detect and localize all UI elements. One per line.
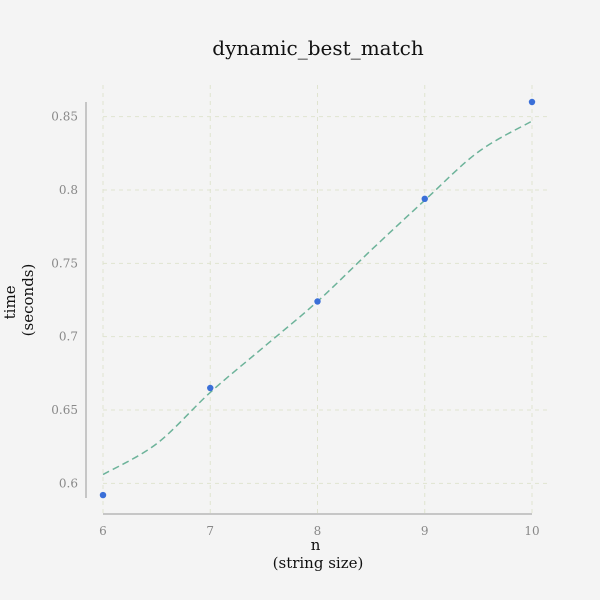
y-tick-label: 0.8 bbox=[59, 183, 78, 197]
chart-title: dynamic_best_match bbox=[212, 36, 424, 60]
data-points bbox=[99, 98, 536, 499]
y-tick-label: 0.85 bbox=[51, 110, 78, 124]
x-tick-label: 9 bbox=[421, 524, 429, 538]
grid bbox=[102, 85, 550, 514]
y-tick-label: 0.6 bbox=[59, 476, 78, 490]
data-point bbox=[207, 384, 214, 392]
y-axis-label: time (seconds) bbox=[1, 264, 37, 337]
x-axis-label-line-1: n bbox=[311, 536, 321, 554]
data-point bbox=[314, 298, 321, 305]
data-point bbox=[99, 491, 107, 499]
x-tick-label: 6 bbox=[99, 524, 107, 538]
y-axis-label-line-2: (seconds) bbox=[19, 264, 37, 337]
y-tick-label: 0.7 bbox=[59, 330, 78, 344]
x-axis-label: n (string size) bbox=[273, 536, 364, 572]
x-tick-label: 8 bbox=[314, 524, 322, 538]
x-tick-label: 10 bbox=[524, 524, 539, 538]
x-tick-label: 7 bbox=[206, 524, 214, 538]
x-axis-label-line-2: (string size) bbox=[273, 554, 364, 572]
x-ticks: 6 7 8 9 10 bbox=[99, 524, 539, 538]
data-point bbox=[528, 98, 536, 106]
y-tick-label: 0.75 bbox=[51, 256, 78, 270]
y-axis-label-line-1: time bbox=[1, 285, 19, 319]
y-ticks: 0.6 0.65 0.7 0.75 0.8 0.85 bbox=[51, 110, 78, 491]
data-point bbox=[421, 195, 428, 202]
y-tick-label: 0.65 bbox=[51, 403, 78, 417]
